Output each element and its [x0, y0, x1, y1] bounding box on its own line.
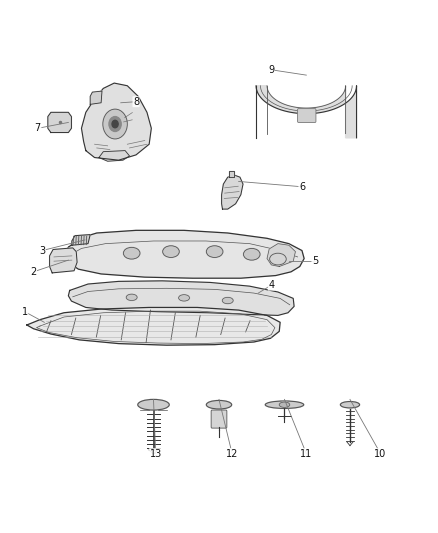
Ellipse shape: [179, 295, 190, 301]
Polygon shape: [65, 230, 304, 278]
Ellipse shape: [162, 246, 179, 257]
Polygon shape: [99, 151, 130, 161]
Text: 10: 10: [374, 449, 387, 458]
Polygon shape: [256, 86, 357, 138]
Text: 7: 7: [35, 123, 41, 133]
Polygon shape: [81, 83, 151, 160]
Ellipse shape: [265, 401, 304, 408]
Text: 6: 6: [299, 182, 305, 192]
Text: 1: 1: [21, 306, 28, 317]
Ellipse shape: [138, 399, 169, 410]
Ellipse shape: [126, 294, 137, 301]
Circle shape: [103, 109, 127, 139]
Circle shape: [109, 117, 121, 132]
Polygon shape: [267, 244, 295, 266]
Text: 4: 4: [268, 280, 275, 290]
Ellipse shape: [279, 402, 290, 407]
Polygon shape: [72, 235, 90, 245]
Ellipse shape: [270, 253, 286, 265]
Polygon shape: [90, 91, 102, 104]
Text: 12: 12: [226, 449, 238, 458]
Polygon shape: [222, 175, 243, 209]
FancyBboxPatch shape: [297, 109, 316, 123]
Ellipse shape: [340, 401, 360, 408]
Polygon shape: [230, 171, 234, 177]
Text: 2: 2: [30, 267, 36, 277]
Ellipse shape: [222, 297, 233, 304]
Polygon shape: [68, 281, 294, 316]
Text: 13: 13: [149, 449, 162, 458]
FancyBboxPatch shape: [211, 410, 227, 428]
Ellipse shape: [206, 400, 232, 409]
Ellipse shape: [244, 248, 260, 260]
Polygon shape: [27, 308, 280, 345]
Text: 11: 11: [300, 449, 312, 458]
Ellipse shape: [206, 246, 223, 257]
Polygon shape: [48, 112, 71, 133]
Text: 9: 9: [268, 65, 275, 75]
Circle shape: [112, 120, 118, 128]
Text: 8: 8: [133, 96, 139, 107]
Polygon shape: [49, 248, 77, 273]
Text: 5: 5: [312, 256, 318, 266]
Ellipse shape: [124, 247, 140, 259]
Text: 3: 3: [39, 246, 45, 255]
